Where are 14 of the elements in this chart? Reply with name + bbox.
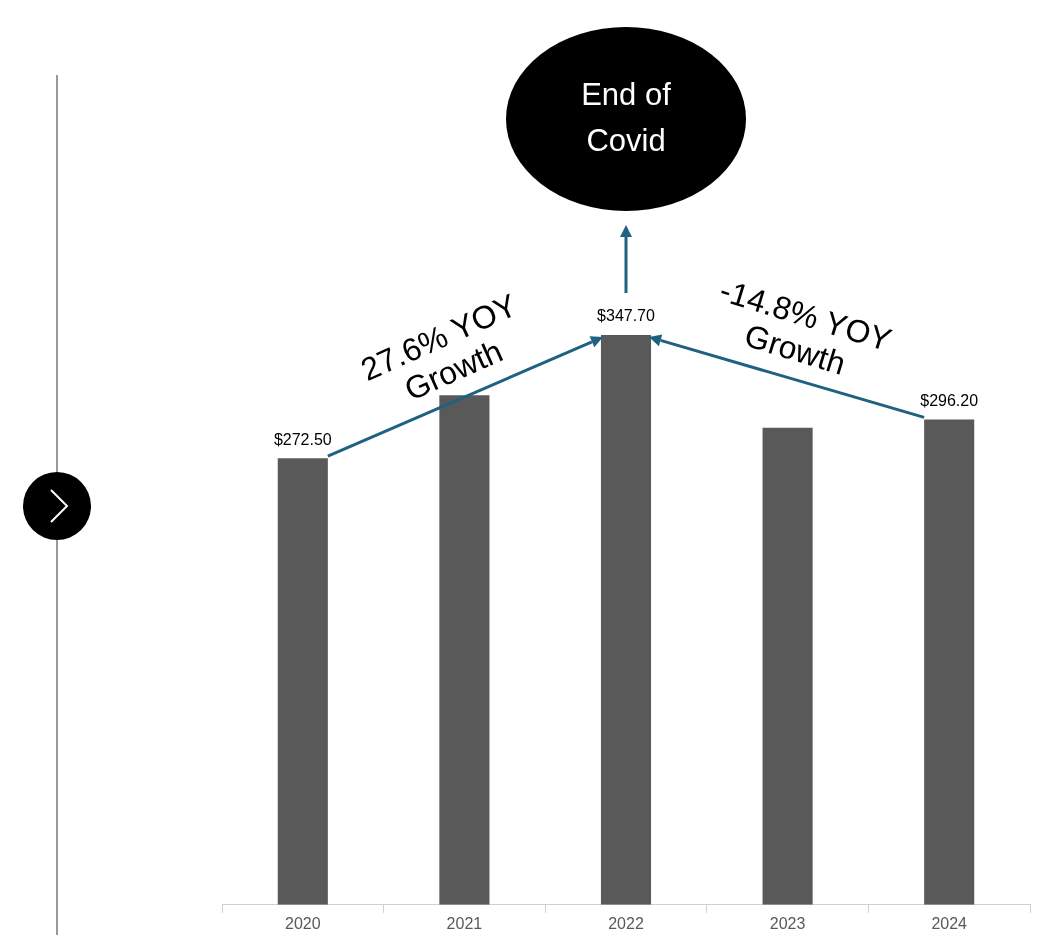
x-tick-label: 2021 bbox=[446, 914, 483, 932]
x-tick-label: 2024 bbox=[931, 914, 968, 932]
bar bbox=[277, 458, 328, 905]
bar bbox=[762, 427, 813, 905]
data-label: $272.50 bbox=[273, 430, 332, 448]
x-tick-label: 2023 bbox=[769, 914, 806, 932]
data-label: $296.20 bbox=[920, 391, 979, 409]
text: End of Covid bbox=[581, 76, 672, 158]
x-tick-label: 2020 bbox=[285, 914, 321, 932]
annotation: -14.8% YOY Growth bbox=[715, 271, 896, 382]
bar bbox=[600, 335, 652, 905]
x-tick-label: 2022 bbox=[608, 914, 644, 932]
data-label: $347.70 bbox=[597, 307, 656, 325]
bar bbox=[924, 419, 975, 905]
